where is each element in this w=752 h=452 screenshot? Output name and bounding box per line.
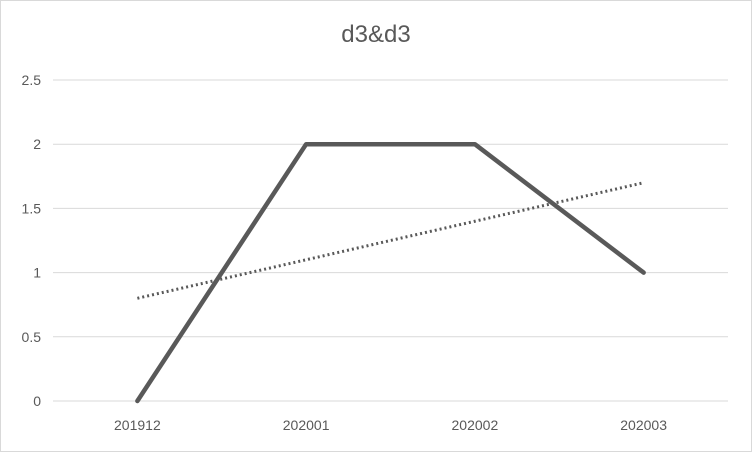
chart-title: d3&d3 xyxy=(341,21,411,48)
gridlines xyxy=(53,79,728,402)
x-tick-label: 201912 xyxy=(114,417,161,433)
series-line xyxy=(135,141,646,404)
y-tick-label: 1 xyxy=(33,265,41,281)
y-tick-label: 1.5 xyxy=(22,200,42,216)
y-tick-label: 2.5 xyxy=(22,72,42,88)
x-axis-ticks: 201912 202001 202002 202003 xyxy=(114,417,667,433)
y-tick-label: 0 xyxy=(33,393,41,409)
x-tick-label: 202002 xyxy=(452,417,499,433)
trendline-layer xyxy=(137,181,644,300)
y-tick-label: 0.5 xyxy=(22,329,42,345)
x-tick-label: 202001 xyxy=(283,417,330,433)
trendline xyxy=(137,181,644,300)
y-tick-label: 2 xyxy=(33,136,41,152)
series-layer xyxy=(135,141,646,404)
x-tick-label: 202003 xyxy=(620,417,667,433)
y-axis-ticks: 0 0.5 1 1.5 2 2.5 xyxy=(22,72,42,409)
